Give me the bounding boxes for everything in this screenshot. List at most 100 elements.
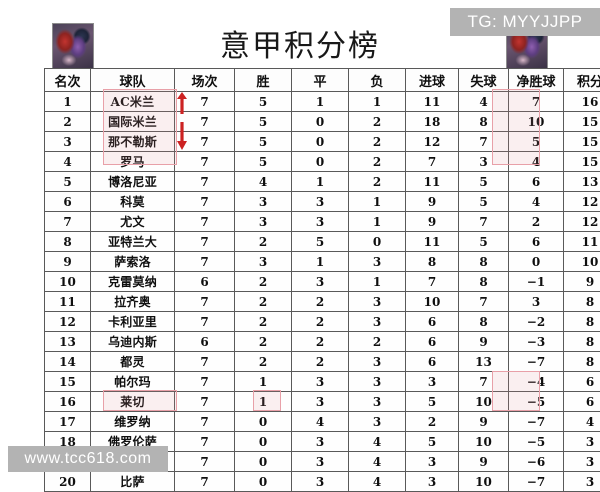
cell-losses: 3 (349, 372, 406, 392)
cell-draws: 1 (292, 92, 349, 112)
cell-goals-for: 11 (406, 232, 459, 252)
cell-rank: 16 (45, 392, 91, 412)
cell-goals-for: 6 (406, 312, 459, 332)
cell-draws: 3 (292, 452, 349, 472)
cell-losses: 2 (349, 112, 406, 132)
cell-wins: 5 (235, 132, 292, 152)
cell-played: 7 (175, 212, 235, 232)
cell-played: 7 (175, 232, 235, 252)
cell-goals-for: 11 (406, 172, 459, 192)
cell-wins: 0 (235, 432, 292, 452)
cell-draws: 3 (292, 192, 349, 212)
cell-wins: 2 (235, 312, 292, 332)
cell-played: 7 (175, 312, 235, 332)
cell-team: AC米兰 (91, 92, 175, 112)
cell-goal-diff: −7 (509, 352, 564, 372)
cell-goal-diff: 6 (509, 232, 564, 252)
cell-played: 7 (175, 352, 235, 372)
cell-rank: 13 (45, 332, 91, 352)
cell-draws: 2 (292, 332, 349, 352)
column-header-rank: 名次 (45, 69, 91, 92)
cell-rank: 20 (45, 472, 91, 492)
cell-losses: 2 (349, 332, 406, 352)
cell-goals-against: 13 (459, 352, 509, 372)
cell-goals-against: 8 (459, 272, 509, 292)
cell-rank: 5 (45, 172, 91, 192)
cell-rank: 7 (45, 212, 91, 232)
cell-goals-for: 8 (406, 252, 459, 272)
cell-played: 7 (175, 112, 235, 132)
cell-team: 维罗纳 (91, 412, 175, 432)
cell-draws: 4 (292, 412, 349, 432)
cell-draws: 3 (292, 472, 349, 492)
column-header-wins: 胜 (235, 69, 292, 92)
column-header-losses: 负 (349, 69, 406, 92)
cell-losses: 3 (349, 392, 406, 412)
cell-played: 7 (175, 152, 235, 172)
cell-draws: 3 (292, 272, 349, 292)
cell-losses: 1 (349, 192, 406, 212)
cell-played: 7 (175, 372, 235, 392)
cell-goals-for: 10 (406, 292, 459, 312)
cell-draws: 0 (292, 152, 349, 172)
cell-wins: 4 (235, 172, 292, 192)
cell-team: 科莫 (91, 192, 175, 212)
column-header-draws: 平 (292, 69, 349, 92)
cell-rank: 8 (45, 232, 91, 252)
cell-team: 尤文 (91, 212, 175, 232)
cell-team: 国际米兰 (91, 112, 175, 132)
cell-wins: 5 (235, 92, 292, 112)
cell-goals-against: 8 (459, 112, 509, 132)
cell-goals-for: 5 (406, 432, 459, 452)
cell-goals-against: 8 (459, 252, 509, 272)
cell-goal-diff: −2 (509, 312, 564, 332)
cell-rank: 11 (45, 292, 91, 312)
cell-points: 11 (564, 232, 600, 252)
cell-rank: 3 (45, 132, 91, 152)
cell-points: 8 (564, 352, 600, 372)
cell-goals-for: 2 (406, 412, 459, 432)
cell-played: 7 (175, 172, 235, 192)
cell-goal-diff: 4 (509, 152, 564, 172)
cell-goals-against: 9 (459, 452, 509, 472)
cell-points: 3 (564, 472, 600, 492)
cell-played: 7 (175, 252, 235, 272)
cell-goals-against: 10 (459, 392, 509, 412)
cell-wins: 5 (235, 112, 292, 132)
cell-wins: 2 (235, 232, 292, 252)
cell-goals-for: 5 (406, 392, 459, 412)
cell-wins: 2 (235, 332, 292, 352)
cell-losses: 3 (349, 292, 406, 312)
cell-goals-against: 7 (459, 212, 509, 232)
column-header-team: 球队 (91, 69, 175, 92)
cell-losses: 1 (349, 92, 406, 112)
cell-draws: 1 (292, 252, 349, 272)
cell-goal-diff: 7 (509, 92, 564, 112)
cell-losses: 1 (349, 212, 406, 232)
cell-points: 12 (564, 192, 600, 212)
table-header-row: 名次 球队 场次 胜 平 负 进球 失球 净胜球 积分 (45, 69, 600, 92)
cell-wins: 2 (235, 352, 292, 372)
cell-wins: 0 (235, 452, 292, 472)
cell-losses: 4 (349, 432, 406, 452)
cell-points: 3 (564, 432, 600, 452)
cell-losses: 1 (349, 272, 406, 292)
cell-points: 6 (564, 372, 600, 392)
cell-draws: 3 (292, 392, 349, 412)
cell-losses: 3 (349, 312, 406, 332)
cell-points: 9 (564, 272, 600, 292)
cell-team: 亚特兰大 (91, 232, 175, 252)
cell-points: 15 (564, 112, 600, 132)
cell-goal-diff: 6 (509, 172, 564, 192)
cell-goal-diff: 2 (509, 212, 564, 232)
cell-wins: 3 (235, 252, 292, 272)
cell-wins: 2 (235, 292, 292, 312)
